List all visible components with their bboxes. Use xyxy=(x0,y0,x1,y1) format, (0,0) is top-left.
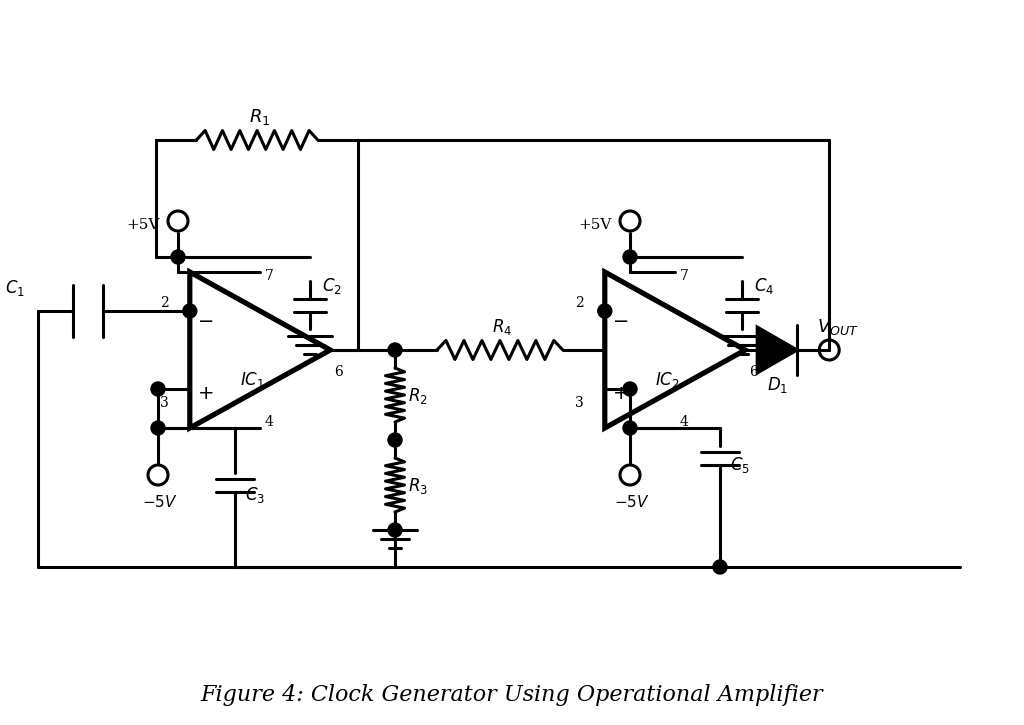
Circle shape xyxy=(388,343,402,357)
Text: $C_5$: $C_5$ xyxy=(730,455,750,475)
Text: $R_1$: $R_1$ xyxy=(249,107,270,127)
Text: 7: 7 xyxy=(680,269,689,283)
Circle shape xyxy=(183,304,197,318)
Text: 2: 2 xyxy=(160,296,169,310)
Circle shape xyxy=(598,304,611,318)
Text: $-$: $-$ xyxy=(611,311,628,329)
Circle shape xyxy=(623,382,637,396)
Circle shape xyxy=(623,421,637,435)
Text: 4: 4 xyxy=(265,415,273,429)
Text: $+$: $+$ xyxy=(197,385,213,403)
Text: $C_4$: $C_4$ xyxy=(754,276,774,296)
Text: $C_2$: $C_2$ xyxy=(322,276,342,296)
Text: $C_1$: $C_1$ xyxy=(5,278,25,298)
Text: $R_3$: $R_3$ xyxy=(408,476,428,496)
Text: $V_{OUT}$: $V_{OUT}$ xyxy=(817,317,859,337)
Text: $IC_1$: $IC_1$ xyxy=(240,370,265,390)
Circle shape xyxy=(623,250,637,264)
Text: 6: 6 xyxy=(334,365,343,379)
Text: Figure 4: Clock Generator Using Operational Amplifier: Figure 4: Clock Generator Using Operatio… xyxy=(201,684,823,706)
Text: 4: 4 xyxy=(680,415,689,429)
Circle shape xyxy=(388,523,402,537)
Circle shape xyxy=(151,421,165,435)
Circle shape xyxy=(151,382,165,396)
Text: +5V: +5V xyxy=(578,218,611,232)
Circle shape xyxy=(713,560,727,574)
Text: $+$: $+$ xyxy=(611,385,628,403)
Text: $D_1$: $D_1$ xyxy=(767,375,788,395)
Text: $-$: $-$ xyxy=(197,311,213,329)
Text: 2: 2 xyxy=(574,296,584,310)
Text: $IC_2$: $IC_2$ xyxy=(655,370,680,390)
Text: $C_3$: $C_3$ xyxy=(245,485,265,505)
Text: 6: 6 xyxy=(750,365,758,379)
Polygon shape xyxy=(757,327,798,373)
Text: $-5V$: $-5V$ xyxy=(614,494,650,510)
Circle shape xyxy=(171,250,185,264)
Text: $R_4$: $R_4$ xyxy=(492,317,512,337)
Text: 3: 3 xyxy=(160,396,169,410)
Text: 3: 3 xyxy=(574,396,584,410)
Text: +5V: +5V xyxy=(126,218,160,232)
Circle shape xyxy=(388,433,402,447)
Text: 7: 7 xyxy=(265,269,273,283)
Text: $R_2$: $R_2$ xyxy=(408,386,428,406)
Text: $-5V$: $-5V$ xyxy=(142,494,178,510)
